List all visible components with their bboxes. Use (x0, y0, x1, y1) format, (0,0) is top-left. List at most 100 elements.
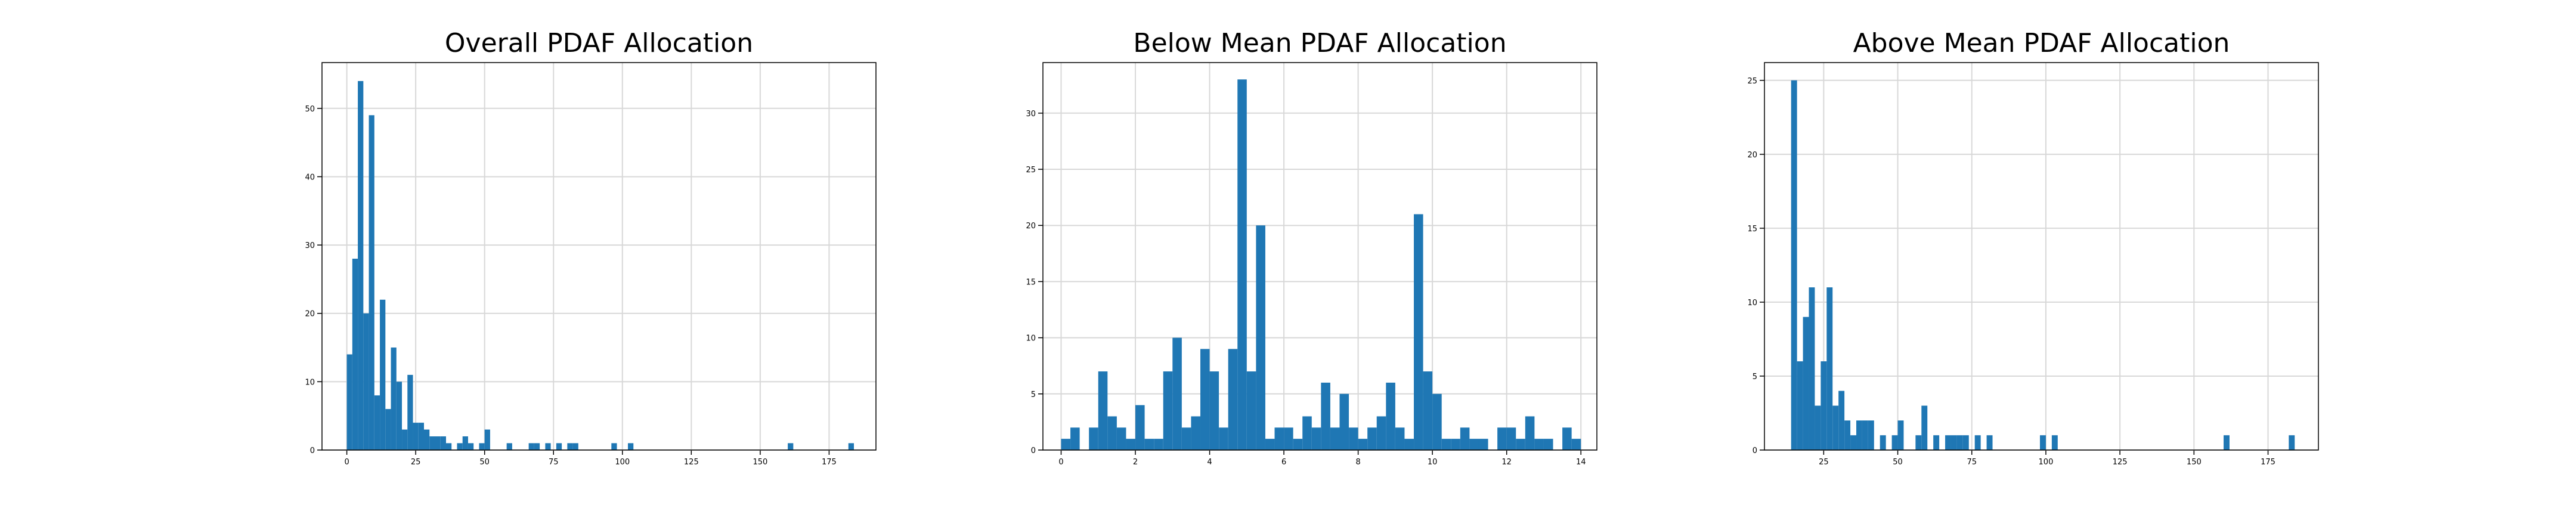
y-tick-label: 10 (305, 378, 315, 387)
axes-frame (321, 62, 877, 451)
x-tick-label: 100 (2039, 458, 2054, 467)
histogram-bar (1844, 420, 1851, 450)
histogram-bar (1116, 427, 1126, 450)
axes-frame (1042, 62, 1597, 451)
histogram-bar (1330, 427, 1340, 450)
histogram-bar (1534, 439, 1544, 450)
histogram-bar (572, 443, 578, 450)
y-tick-label: 10 (1747, 299, 1757, 308)
x-tick-label: 150 (2187, 458, 2202, 467)
histogram-bar (1950, 435, 1957, 450)
histogram-bar (1154, 439, 1163, 450)
histogram-bar (1497, 427, 1507, 450)
histogram-bar (1915, 435, 1922, 450)
histogram-bar (1339, 393, 1349, 450)
histogram-bar (1367, 427, 1377, 450)
histogram-bar (1441, 439, 1451, 450)
y-tick-label: 0 (1031, 446, 1036, 455)
histogram-bar (611, 443, 617, 450)
histogram-bar (457, 443, 463, 450)
y-tick-label: 0 (310, 446, 315, 455)
histogram-bar (1274, 427, 1284, 450)
y-tick-label: 5 (1753, 373, 1757, 381)
histogram-bar (1933, 435, 1940, 450)
histogram-bar (788, 443, 794, 450)
histogram-bar (556, 443, 562, 450)
x-tick-label: 6 (1281, 458, 1286, 467)
histogram-bar (479, 443, 485, 450)
histogram-bar (567, 443, 573, 450)
histogram-bar (534, 443, 540, 450)
x-tick-label: 14 (1576, 458, 1586, 467)
histogram-bar (1404, 439, 1414, 450)
histogram-bar (1571, 439, 1581, 450)
histogram-bar (1098, 371, 1108, 450)
histogram-bar (1986, 435, 1993, 450)
histogram-bar (396, 381, 402, 450)
histogram-bar (1832, 405, 1839, 450)
histogram-bar (1265, 439, 1275, 450)
histogram-bar (1386, 382, 1395, 450)
y-tick-label: 25 (1747, 77, 1757, 86)
histogram-bar (1219, 427, 1228, 450)
histogram-bar (2224, 435, 2230, 450)
histogram-bar (1191, 416, 1201, 450)
histogram-bar (1089, 427, 1098, 450)
histogram-bar (1791, 80, 1797, 450)
y-tick-label: 50 (305, 105, 315, 114)
histogram-bar (1856, 420, 1862, 450)
x-tick-label: 125 (684, 458, 699, 467)
histogram-bar (352, 259, 358, 450)
axes-frame (1764, 62, 2319, 451)
histogram-bar (391, 348, 397, 450)
histogram-bar (407, 374, 413, 450)
x-tick-label: 150 (753, 458, 767, 467)
histogram-bar (402, 429, 408, 450)
histogram-bar (1181, 427, 1191, 450)
histogram-bar (1815, 405, 1821, 450)
histogram-bar (1797, 361, 1803, 450)
histogram-bar (1228, 349, 1238, 450)
x-tick-label: 10 (1428, 458, 1438, 467)
histogram-bar (1891, 435, 1898, 450)
histogram-bar (1070, 427, 1080, 450)
y-tick-label: 40 (305, 173, 315, 182)
histogram-bar (1868, 420, 1874, 450)
histogram-bar (1506, 427, 1516, 450)
y-tick-label: 25 (1026, 166, 1036, 175)
x-tick-label: 100 (615, 458, 630, 467)
y-tick-label: 20 (1026, 222, 1036, 231)
histogram-bar (1376, 416, 1386, 450)
x-tick-label: 8 (1355, 458, 1360, 467)
histogram-bar (1358, 439, 1368, 450)
histogram-bar (1311, 427, 1321, 450)
histogram-bar (1838, 390, 1845, 450)
histogram-bar (1880, 435, 1886, 450)
x-tick-label: 12 (1501, 458, 1512, 467)
x-tick-label: 175 (2261, 458, 2275, 467)
histogram-bar (1562, 427, 1572, 450)
histogram-bar (445, 443, 452, 450)
histogram-bar (1126, 439, 1136, 450)
histogram-bar (1432, 393, 1442, 450)
histogram-bar (1395, 427, 1405, 450)
histogram-bar (413, 423, 419, 450)
histogram-bar (1237, 79, 1247, 450)
histogram-bar (1423, 371, 1433, 450)
x-tick-label: 2 (1133, 458, 1138, 467)
histogram-bar (1172, 337, 1182, 450)
x-tick-label: 0 (1058, 458, 1063, 467)
histogram-bar (2040, 435, 2046, 450)
histogram-bar (1525, 416, 1535, 450)
histogram-bar (1962, 435, 1969, 450)
plot-area (322, 63, 876, 450)
histogram-bar (385, 409, 391, 450)
histogram-bar (545, 443, 551, 450)
x-tick-label: 25 (1819, 458, 1829, 467)
histogram-bar (380, 299, 386, 450)
histogram-bar (1516, 439, 1525, 450)
histogram-bar (484, 429, 490, 450)
histogram-bar (1200, 349, 1210, 450)
histogram-bar (424, 429, 430, 450)
histogram-bar (628, 443, 634, 450)
